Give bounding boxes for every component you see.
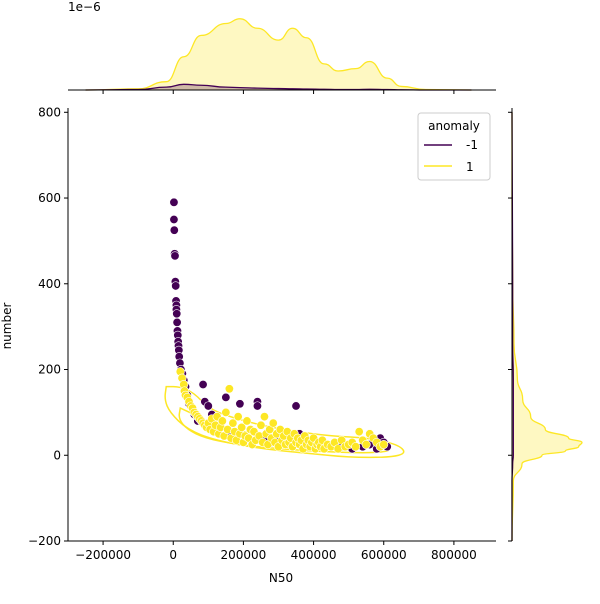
right-density-line-anomaly-neg1	[511, 112, 514, 542]
top-density-fill-anomaly-1	[85, 18, 472, 90]
legend: anomaly -1 1	[417, 112, 491, 181]
y-tick-label: 200	[38, 363, 61, 377]
y-tick-label: 800	[38, 105, 61, 119]
data-point-anomaly-1	[268, 418, 278, 428]
data-point-anomaly-1	[224, 384, 234, 394]
data-point-anomaly-1	[259, 412, 269, 422]
data-point-anomaly-neg1	[172, 317, 182, 327]
y-tick-label: 0	[53, 448, 61, 462]
data-point-anomaly-1	[221, 407, 231, 417]
legend-label-anomaly-1: 1	[466, 160, 474, 174]
data-point-anomaly-neg1	[170, 251, 180, 261]
x-tick-label: −200000	[75, 548, 131, 562]
axes: −200000 0 200000 400000 600000 800000 −200 0 200…	[28, 105, 496, 562]
right-density-line-anomaly-1	[511, 112, 583, 542]
data-point-anomaly-1	[228, 418, 238, 428]
right-density-fill-anomaly-1	[512, 112, 582, 541]
x-tick-label: 800000	[431, 548, 477, 562]
right-marginal-density	[508, 108, 583, 542]
x-tick-label: 600000	[361, 548, 407, 562]
data-point-anomaly-neg1	[171, 281, 181, 291]
data-point-anomaly-1	[361, 440, 371, 450]
data-point-anomaly-1	[242, 416, 252, 426]
data-point-anomaly-neg1	[172, 309, 182, 319]
data-point-anomaly-neg1	[203, 401, 213, 411]
legend-title: anomaly	[428, 119, 480, 133]
data-point-anomaly-1	[379, 440, 389, 450]
x-tick-label: 0	[169, 548, 177, 562]
legend-label-anomaly-neg1: -1	[466, 138, 478, 152]
data-point-anomaly-neg1	[169, 225, 179, 235]
x-tick-label: 400000	[291, 548, 337, 562]
data-point-anomaly-neg1	[221, 392, 231, 402]
y-tick-label: 400	[38, 277, 61, 291]
y-tick-label: 600	[38, 191, 61, 205]
data-point-anomaly-neg1	[291, 401, 301, 411]
scatter-points	[169, 197, 392, 454]
top-density-line-anomaly-1	[85, 18, 472, 91]
x-tick-label: 200000	[221, 548, 267, 562]
legend-frame	[417, 112, 491, 181]
data-point-anomaly-neg1	[235, 399, 245, 409]
data-point-anomaly-neg1	[198, 380, 208, 390]
top-marginal-density	[68, 18, 496, 94]
data-point-anomaly-1	[351, 442, 361, 452]
x-axis-label: N50	[269, 571, 293, 585]
data-point-anomaly-1	[256, 420, 266, 430]
y-axis-label: number	[0, 303, 14, 350]
marginal-offset-label: 1e−6	[68, 0, 101, 14]
data-point-anomaly-neg1	[169, 214, 179, 224]
data-point-anomaly-1	[354, 427, 364, 437]
top-density-fill-anomaly-neg1	[85, 84, 472, 90]
data-point-anomaly-1	[233, 412, 243, 422]
data-point-anomaly-1	[217, 416, 227, 426]
data-point-anomaly-neg1	[169, 197, 179, 207]
data-point-anomaly-1	[237, 422, 247, 432]
data-point-anomaly-neg1	[252, 401, 262, 411]
y-tick-label: −200	[28, 534, 61, 548]
